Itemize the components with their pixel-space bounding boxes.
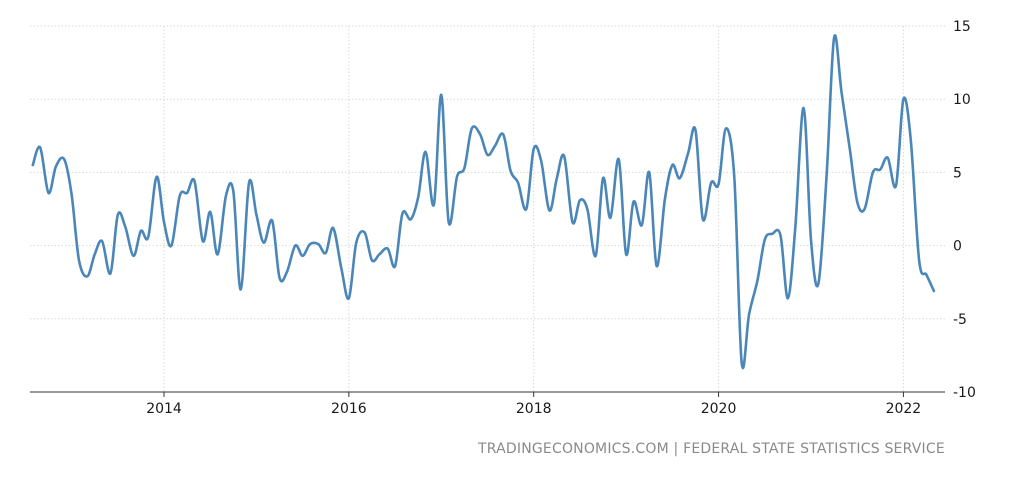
y-tick-label: 0 (953, 239, 962, 255)
x-tick-label: 2022 (886, 401, 922, 417)
y-tick-label: 10 (953, 92, 971, 108)
x-tick-label: 2016 (331, 401, 367, 417)
x-tick-labels: 2014 2016 2018 2020 2022 (146, 401, 921, 417)
y-tick-label: -10 (953, 385, 976, 401)
y-tick-labels: 15 10 5 0 -5 -10 (953, 19, 976, 401)
gridlines (30, 25, 945, 392)
y-tick-label: -5 (953, 312, 967, 328)
source-attribution: TRADINGECONOMICS.COM | FEDERAL STATE STA… (478, 441, 945, 457)
series-line (31, 34, 936, 370)
y-tick-label: 5 (953, 165, 962, 181)
axes (30, 391, 945, 397)
series-layer (31, 34, 936, 370)
x-tick-label: 2014 (146, 401, 182, 417)
x-tick-label: 2020 (701, 401, 737, 417)
y-tick-label: 15 (953, 19, 971, 35)
x-tick-label: 2018 (516, 401, 552, 417)
